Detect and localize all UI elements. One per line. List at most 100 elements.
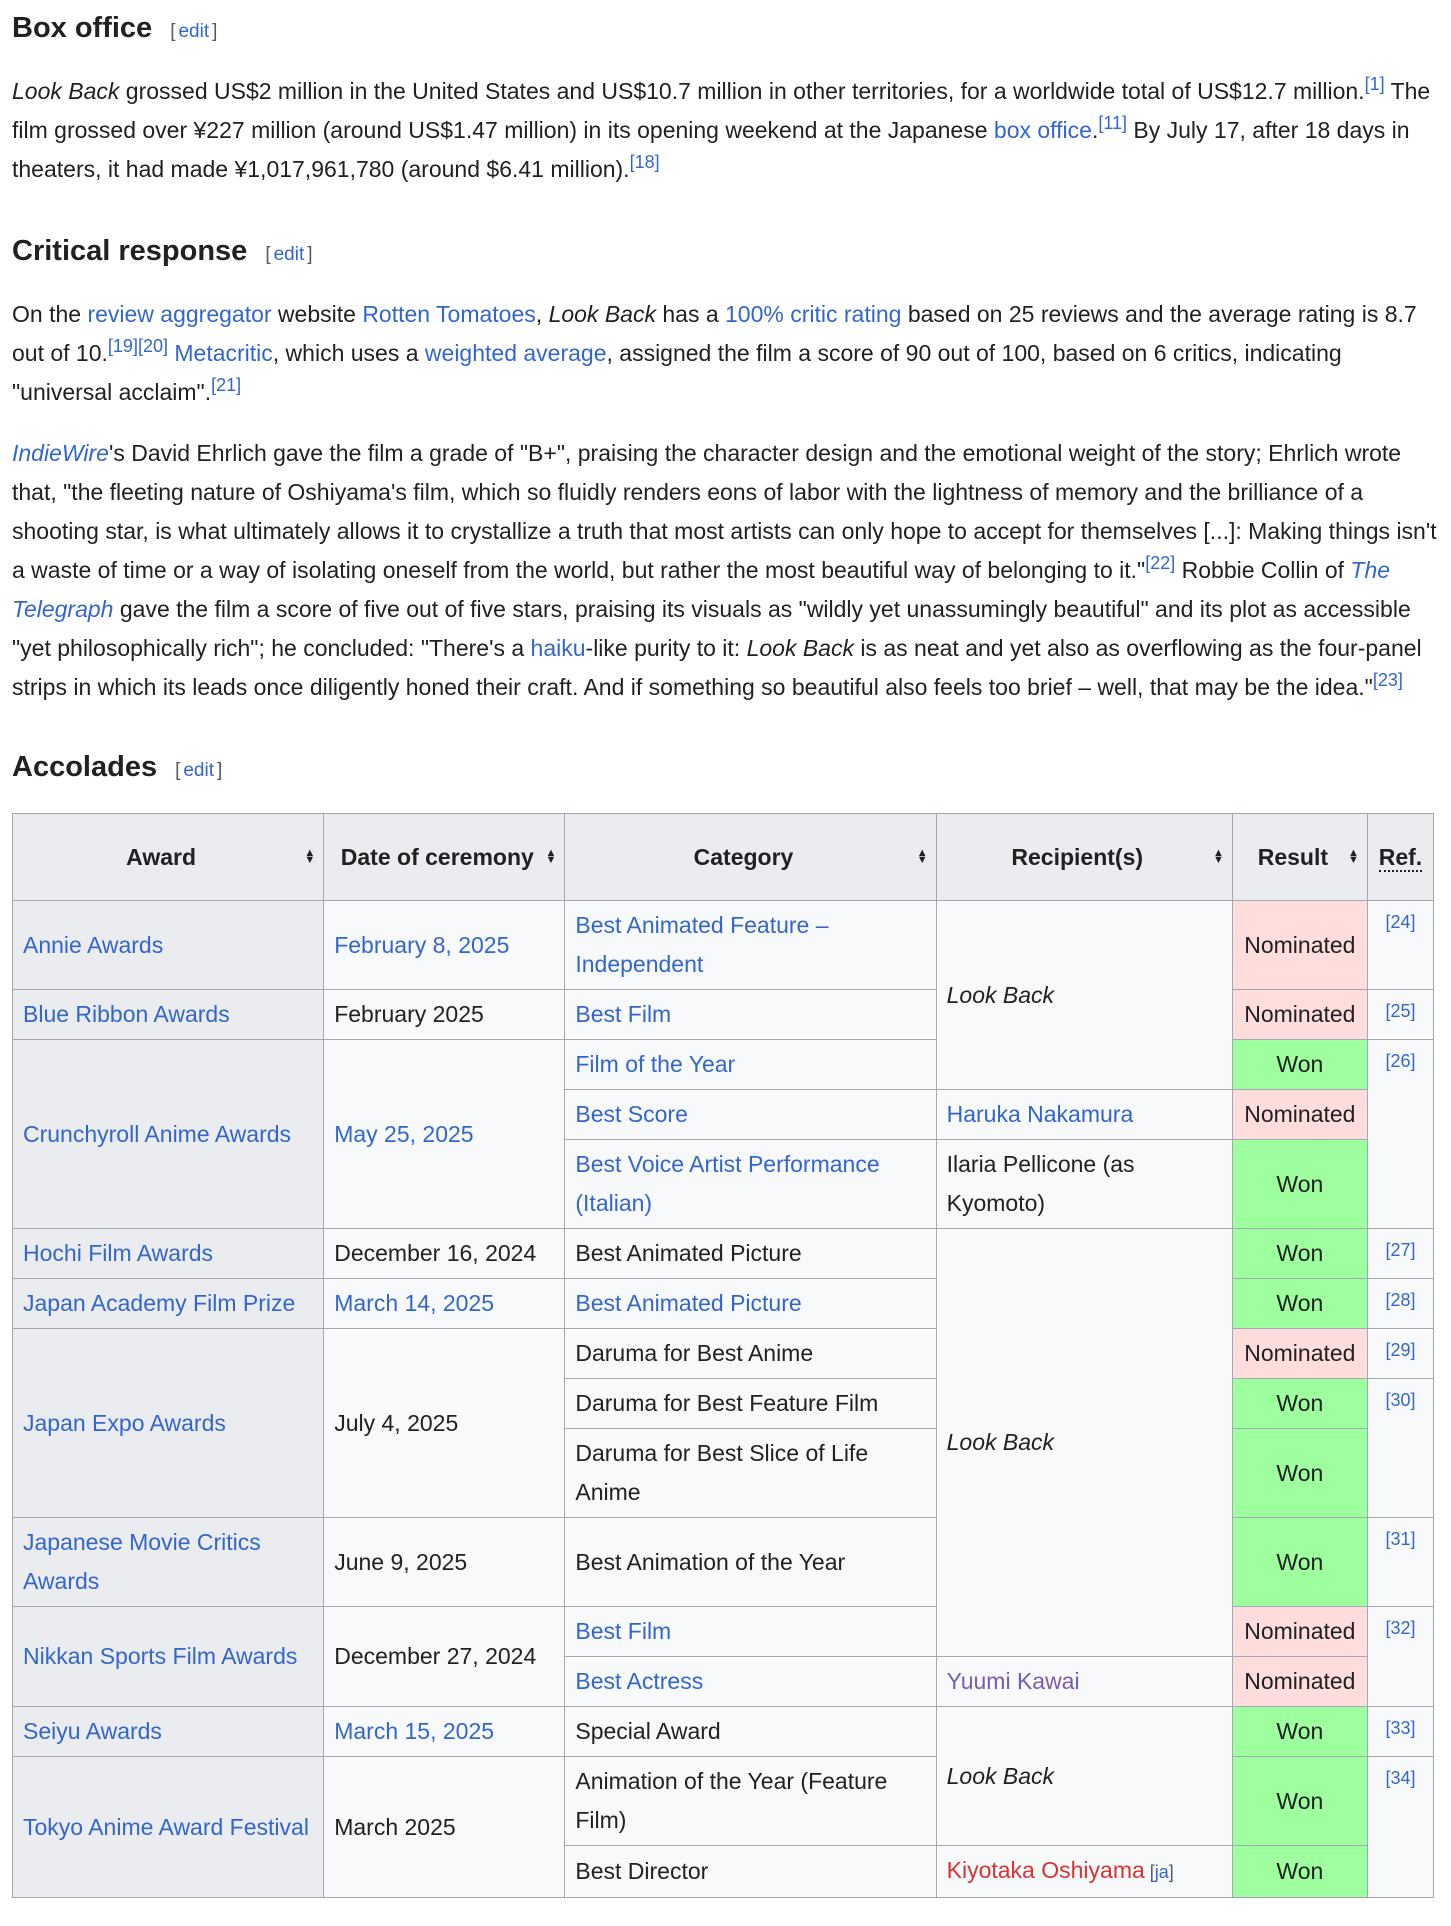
inline-link[interactable]: The Telegraph xyxy=(12,557,1391,622)
date-text: December 16, 2024 xyxy=(334,1240,537,1266)
date-link[interactable]: May 25, 2025 xyxy=(334,1120,474,1147)
sort-icon[interactable]: ▲ ▼ xyxy=(1348,847,1359,866)
citation-link[interactable]: [24] xyxy=(1385,912,1416,932)
cat-link[interactable]: Best Animated Picture xyxy=(575,1290,802,1316)
date-link[interactable]: March 14, 2025 xyxy=(334,1290,495,1316)
award-link[interactable]: Japan Expo Awards xyxy=(23,1409,226,1436)
award-link[interactable]: Hochi Film Awards xyxy=(23,1240,214,1266)
date-text: June 9, 2025 xyxy=(334,1548,468,1575)
category-cell: Best Film xyxy=(564,1606,937,1657)
res-text: Nominated xyxy=(1244,931,1356,958)
citation-link[interactable]: [20] xyxy=(137,336,168,356)
rec-link[interactable]: Haruka Nakamura xyxy=(946,1101,1134,1127)
cat-link[interactable]: Best Score xyxy=(575,1101,688,1127)
sort-icon[interactable]: ▲ ▼ xyxy=(304,847,316,866)
award-cell: Hochi Film Awards xyxy=(11,1228,325,1279)
citation-link[interactable]: [11] xyxy=(1098,113,1128,133)
text-run: , which uses a xyxy=(272,340,425,366)
ref-cell: [29] xyxy=(1366,1328,1435,1379)
inline-link[interactable]: weighted average xyxy=(424,340,607,366)
citation-link[interactable]: [30] xyxy=(1385,1390,1416,1410)
award-link[interactable]: Seiyu Awards xyxy=(23,1718,162,1744)
citation-link[interactable]: [29] xyxy=(1385,1340,1416,1360)
citation-link[interactable]: [34] xyxy=(1385,1768,1416,1788)
award-link[interactable]: Crunchyroll Anime Awards xyxy=(23,1120,292,1147)
citation-link[interactable]: [31] xyxy=(1385,1529,1416,1549)
accolades-table-body: Annie Awards February 8, 2025 Best Animate… xyxy=(11,900,1435,1898)
inline-link[interactable]: box office xyxy=(993,117,1092,143)
column-header-award[interactable]: Award ▲ ▼ xyxy=(11,813,325,901)
citation-link[interactable]: [27] xyxy=(1385,1240,1416,1260)
citation: [11] xyxy=(1098,113,1127,133)
column-header-result[interactable]: Result ▲ ▼ xyxy=(1231,813,1368,901)
rec-text: Look Back xyxy=(946,1429,1055,1455)
citation-link[interactable]: [1] xyxy=(1364,74,1385,94)
edit-link[interactable]: edit xyxy=(178,21,210,42)
award-link[interactable]: Nikkan Sports Film Awards xyxy=(23,1643,298,1669)
award-link[interactable]: Tokyo Anime Award Festival xyxy=(23,1813,309,1840)
citation-link[interactable]: [22] xyxy=(1145,553,1176,573)
result-cell: Nominated xyxy=(1231,1328,1368,1379)
inline-link[interactable]: Rotten Tomatoes xyxy=(362,301,536,327)
accolades-table: Award ▲ ▼ Date of ceremony ▲ ▼ Category ▲ ▼ Re… xyxy=(11,813,1435,1898)
citation-link[interactable]: [33] xyxy=(1385,1718,1416,1738)
result-cell: Nominated xyxy=(1231,989,1368,1040)
res-text: Won xyxy=(1276,1787,1324,1814)
citation-link[interactable]: [28] xyxy=(1385,1290,1416,1310)
date-text: March 2025 xyxy=(334,1813,456,1840)
inline-link[interactable]: Metacritic xyxy=(174,340,273,366)
rec-link[interactable]: Yuumi Kawai xyxy=(946,1668,1080,1694)
sort-icon[interactable]: ▲ ▼ xyxy=(916,847,928,866)
date-cell: May 25, 2025 xyxy=(323,1039,566,1229)
citation-link[interactable]: [25] xyxy=(1385,1001,1416,1021)
column-header-date[interactable]: Date of ceremony ▲ ▼ xyxy=(323,813,566,901)
citation-link[interactable]: [23] xyxy=(1372,670,1403,690)
cat-link[interactable]: Best Film xyxy=(575,1618,672,1644)
date-cell: March 15, 2025 xyxy=(323,1706,566,1757)
ja-link[interactable]: ja xyxy=(1154,1862,1169,1882)
cat-link[interactable]: Best Voice Artist Performance (Italian) xyxy=(575,1151,880,1216)
inline-link[interactable]: IndieWire xyxy=(12,440,109,466)
rec-link[interactable]: Kiyotaka Oshiyama xyxy=(946,1857,1145,1883)
column-header-category[interactable]: Category ▲ ▼ xyxy=(564,813,937,901)
res-text: Won xyxy=(1276,1718,1324,1744)
date-link[interactable]: March 15, 2025 xyxy=(334,1718,495,1744)
edit-link[interactable]: edit xyxy=(273,244,305,265)
italic-title: Look Back xyxy=(12,78,120,104)
column-header-recipients[interactable]: Recipient(s) ▲ ▼ xyxy=(935,813,1233,901)
table-row: Daruma for Best Feature Film Won [30] xyxy=(13,1378,1435,1518)
result-cell: Nominated xyxy=(1231,1089,1368,1140)
edit-link[interactable]: edit xyxy=(183,760,214,781)
text-run: The film grossed over ¥227 million (arou… xyxy=(12,78,1431,143)
award-link[interactable]: Annie Awards xyxy=(23,931,164,958)
award-link[interactable]: Japanese Movie Critics Awards xyxy=(23,1529,261,1594)
citation-link[interactable]: [26] xyxy=(1385,1051,1416,1071)
text-run: On the xyxy=(12,301,88,327)
header-label: Ref. xyxy=(1378,844,1423,872)
citation-link[interactable]: [21] xyxy=(211,375,242,395)
text-run: is as neat and yet also as overflowing a… xyxy=(12,635,1422,700)
edit-section: [edit] xyxy=(170,21,218,42)
award-link[interactable]: Japan Academy Film Prize xyxy=(23,1290,296,1316)
cat-link[interactable]: Best Film xyxy=(575,1001,672,1027)
italic-title: Look Back xyxy=(548,301,656,327)
citation-link[interactable]: [18] xyxy=(629,152,660,172)
sort-icon[interactable]: ▲ ▼ xyxy=(545,847,557,866)
res-text: Nominated xyxy=(1244,1618,1356,1644)
text-run: 's David Ehrlich gave the film a grade o… xyxy=(12,440,1437,583)
citation-link[interactable]: [32] xyxy=(1385,1618,1416,1638)
award-link[interactable]: Blue Ribbon Awards xyxy=(23,1001,230,1027)
inline-link[interactable]: haiku xyxy=(530,635,586,661)
citation-link[interactable]: [19] xyxy=(107,336,138,356)
text-run: Robbie Collin of xyxy=(1175,557,1351,583)
cat-link[interactable]: Best Actress xyxy=(575,1668,704,1694)
inline-link[interactable]: review aggregator xyxy=(87,301,272,327)
sort-icon[interactable]: ▲ ▼ xyxy=(1212,847,1224,866)
citation: [18] xyxy=(630,152,660,172)
cat-link[interactable]: Best Animated Feature – Independent xyxy=(575,912,829,977)
inline-link[interactable]: 100% critic rating xyxy=(725,301,902,327)
date-link[interactable]: February 8, 2025 xyxy=(334,931,510,958)
recipient-cell: Look Back xyxy=(935,1706,1233,1846)
cat-link[interactable]: Film of the Year xyxy=(575,1051,736,1077)
